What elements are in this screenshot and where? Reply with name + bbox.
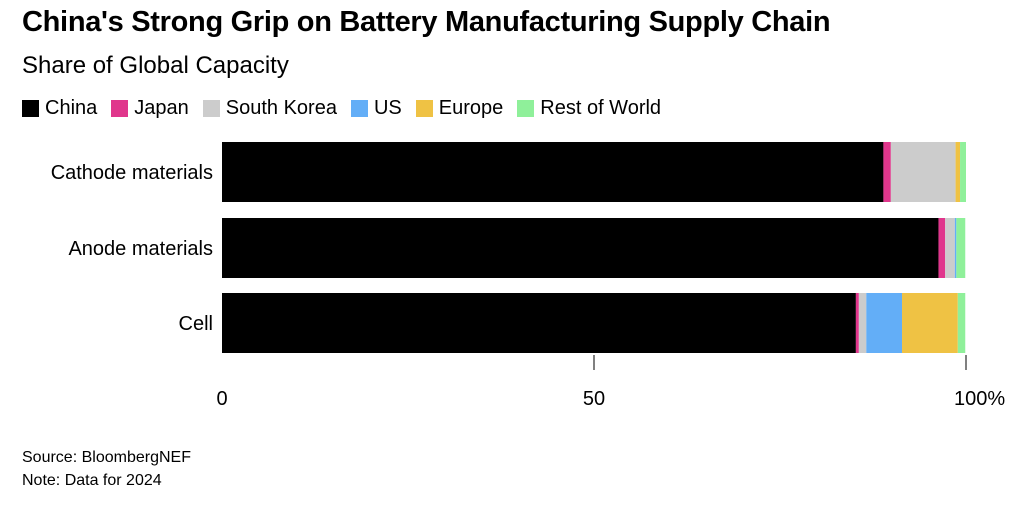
legend-swatch bbox=[22, 100, 39, 117]
legend-swatch bbox=[202, 100, 220, 117]
bar-segment-china bbox=[222, 142, 884, 202]
bar-segment-south-korea bbox=[945, 218, 955, 278]
legend-swatch bbox=[350, 100, 368, 117]
category-label: Anode materials bbox=[68, 238, 213, 260]
source-note: Source: BloombergNEF bbox=[22, 449, 191, 466]
legend-label: US bbox=[373, 97, 402, 119]
x-tick-label: 0 bbox=[216, 388, 227, 410]
legend: China Japan South Korea US Europe Rest of Wor… bbox=[22, 97, 661, 120]
bar-segment-japan bbox=[855, 293, 859, 353]
legend-item: Rest of World bbox=[517, 97, 661, 120]
bar-segment-europe bbox=[955, 142, 961, 202]
data-note: Note: Data for 2024 bbox=[22, 472, 162, 489]
bar-segment-rest-of-world bbox=[960, 142, 966, 202]
bar-segment-rest-of-world bbox=[957, 293, 966, 353]
bar-segment-us bbox=[954, 218, 957, 278]
x-tick-label: 100% bbox=[954, 388, 1005, 410]
bar-segment-south-korea bbox=[858, 293, 867, 353]
legend-swatch bbox=[415, 100, 433, 117]
legend-label: Rest of World bbox=[540, 97, 662, 119]
legend-label: South Korea bbox=[225, 97, 337, 119]
bar-segment-rest-of-world bbox=[956, 218, 966, 278]
bar-segment-china bbox=[222, 218, 939, 278]
chart-subtitle: Share of Global Capacity bbox=[22, 52, 289, 79]
bar-segment-europe bbox=[902, 293, 958, 353]
legend-swatch bbox=[111, 100, 129, 117]
x-tick-label: 50 bbox=[583, 388, 605, 410]
legend-label: Japan bbox=[134, 97, 189, 119]
bar-segment-japan bbox=[883, 142, 891, 202]
legend-item: US bbox=[350, 97, 402, 120]
chart-title: China's Strong Grip on Battery Manufactu… bbox=[22, 6, 831, 38]
bar-segment-japan bbox=[938, 218, 946, 278]
legend-item: Japan bbox=[111, 97, 189, 120]
bar-segment-south-korea bbox=[890, 142, 956, 202]
legend-item: South Korea bbox=[202, 97, 337, 120]
legend-item: China bbox=[22, 97, 97, 120]
bar-segment-us bbox=[866, 293, 903, 353]
legend-swatch bbox=[517, 100, 535, 117]
bar-segment-china bbox=[222, 293, 856, 353]
category-label: Cell bbox=[179, 313, 213, 335]
category-label: Cathode materials bbox=[51, 162, 213, 184]
legend-label: Europe bbox=[438, 97, 504, 119]
legend-item: Europe bbox=[415, 97, 504, 120]
legend-label: China bbox=[45, 97, 98, 119]
